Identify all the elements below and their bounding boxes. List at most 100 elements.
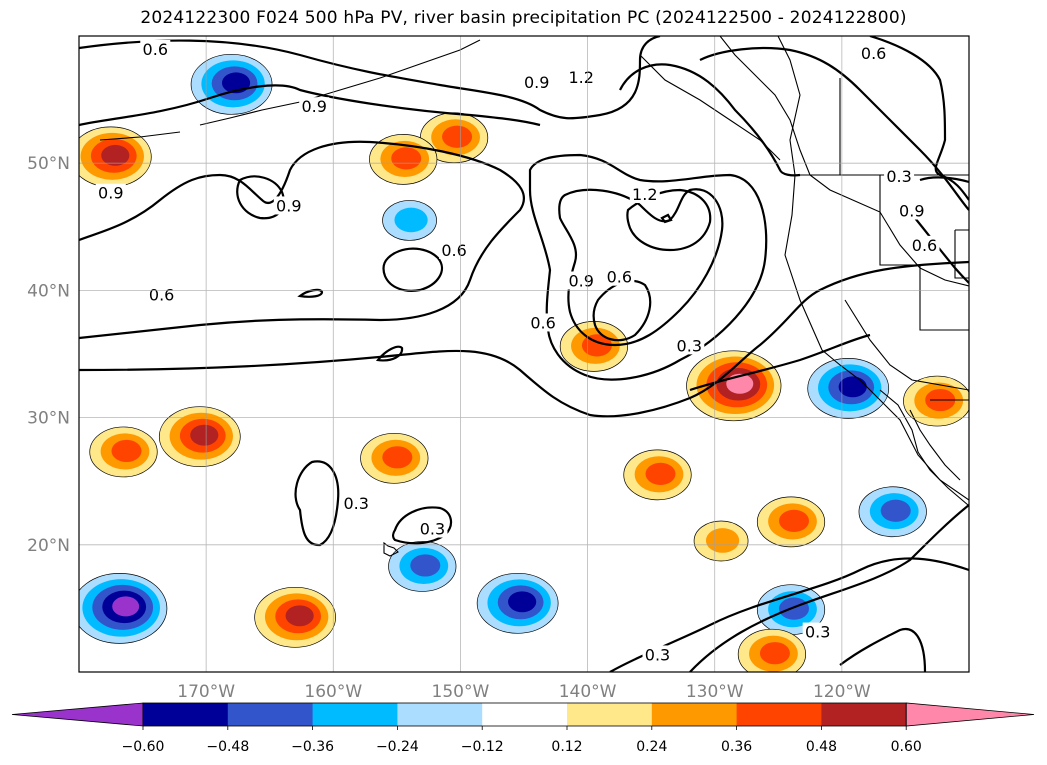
precip-anomaly-negative [190,53,273,115]
precip-anomaly-positive [903,375,969,427]
contour-label-bg [604,267,635,286]
contour-label: 0.6 [530,313,555,332]
contour-label-bg [146,285,177,304]
contour-label-bg [528,313,559,332]
precip-level-3 [442,125,473,148]
precip-level-2 [705,528,740,553]
lon-tick-label: 160°W [304,682,362,702]
precip-level-3 [581,334,612,357]
contour-label: 0.3 [805,623,830,642]
precip-level-3 [410,554,441,577]
precipitation-layer [79,53,969,672]
colorbar-segment [482,703,568,726]
precip-anomaly-negative [858,486,927,538]
colorbar-segment [397,703,483,726]
colorbar-segment [736,703,822,726]
contour-label: 0.6 [441,241,466,260]
precip-anomaly-negative [476,572,559,634]
precip-anomaly-positive [693,520,749,562]
precip-level-4 [285,605,314,627]
precip-anomaly-negative [388,541,457,592]
precip-level-4 [508,591,537,613]
lon-tick-label: 150°W [432,682,490,702]
colorbar-tick-label: −0.60 [122,739,165,755]
lon-tick-label: 130°W [686,682,744,702]
precip-level-3 [779,597,809,620]
map-title: 2024122300 F024 500 hPa PV, river basin … [140,8,907,28]
plot-frame [78,35,970,673]
precip-level-4 [838,376,867,398]
precip-level-4 [190,424,219,446]
colorbar-tick-label: 0.12 [551,739,582,755]
colorbar-extend-min [11,702,144,727]
precip-anomaly-negative [79,573,168,644]
contour-label-bg [802,622,833,641]
precip-anomaly-positive [686,350,782,422]
contour-label: 0.9 [524,73,549,92]
precip-level-3 [111,439,142,463]
precip-anomaly-positive [158,406,241,468]
lat-tick-label: 50°N [27,154,70,174]
contour-label: 0.9 [568,271,593,290]
contour-label: 0.3 [343,494,368,513]
contour-label-bg [884,167,915,186]
contour-label-bg [95,183,126,202]
contour-label: 0.3 [886,167,911,186]
colorbar-tick-label: 0.36 [721,739,752,755]
colorbar-tick-label: −0.24 [376,739,419,755]
contour-label: 0.9 [301,97,326,116]
contour-label: 0.3 [645,645,670,664]
lon-tick-label: 120°W [813,682,871,702]
contour-labels: 0.6 1.2 0.9 0.6 0.9 0.9 0.9 1.2 0.3 0.9 0.6 0.6 0.9 0… [95,39,940,664]
colorbar-tick-label: 0.60 [891,739,922,755]
precip-level-3 [880,499,911,522]
colorbar-segment [821,703,907,726]
colorbar-tick-label: 0.24 [636,739,667,755]
lon-tick-label: 170°W [177,682,235,702]
lon-tick-label: 140°W [559,682,617,702]
precip-anomaly-positive [559,321,629,372]
colorbar-frame [142,702,907,727]
contour-label-bg [299,97,330,116]
contour-label-bg [566,271,597,290]
colorbar-tick-label: −0.36 [291,739,334,755]
precip-anomaly-negative [756,584,826,636]
colorbar-segment [312,703,398,726]
precip-anomaly-positive [79,126,152,188]
contour-label-bg [896,201,927,220]
contour-label-bg [629,185,660,203]
precip-level-3 [382,446,413,469]
axis-tick-labels: 170°W 160°W 150°W 140°W 130°W 120°W 50°N 40°N 30… [27,154,871,702]
contour-label: 1.2 [632,185,657,204]
colorbar: −0.60 −0.48 −0.36 −0.24 −0.12 0.12 0.24 0.36 0.4… [11,702,1035,755]
contour-label-bg [674,336,705,355]
precip-level-3 [759,642,790,665]
contour-label: 0.6 [149,285,174,304]
precip-level-2 [394,207,428,233]
precip-level-3 [391,147,422,170]
contour-label-bg [909,235,940,254]
contour-label: 0.6 [912,236,937,255]
precip-level-3 [779,509,809,533]
precip-anomaly-negative [382,200,437,241]
precip-anomaly-positive [756,496,826,548]
colorbar-segment [651,703,738,726]
contour-label: 1.2 [568,68,593,87]
precip-anomaly-positive [254,586,336,648]
contour-label: 0.3 [677,336,702,355]
contour-label: 0.6 [861,44,886,63]
colorbar-segment [567,703,653,726]
colorbar-segment [143,703,229,726]
contour-label: 0.6 [143,40,168,59]
precip-anomaly-positive [623,449,692,501]
contour-label: 0.9 [276,196,301,215]
colorbar-tick-label: −0.12 [461,739,504,755]
contour-label-bg [566,67,597,86]
contour-label-bg [439,240,470,259]
precip-anomaly-negative [807,357,890,419]
contour-label-bg [140,39,171,58]
precip-anomaly-positive [360,432,429,484]
colorbar-tick-label: 0.48 [806,739,837,755]
pv-contour-layer [79,36,969,672]
